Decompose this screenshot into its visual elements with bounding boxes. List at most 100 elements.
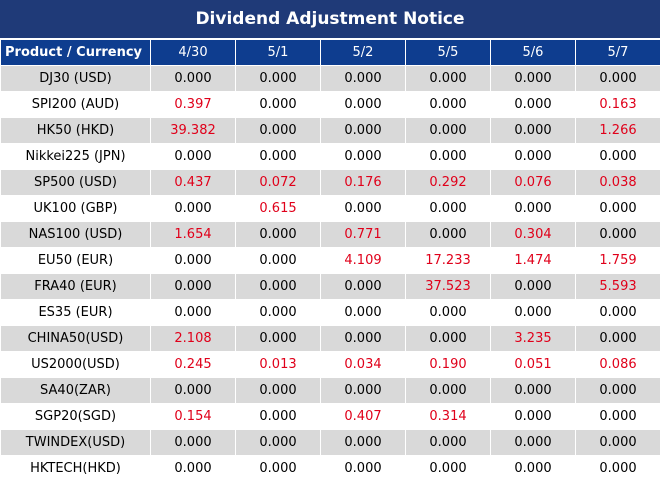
value-cell: 0.000 — [235, 455, 321, 482]
value-cell: 0.000 — [320, 325, 406, 352]
value-cell: 1.654 — [150, 221, 236, 248]
value-cell: 1.266 — [575, 117, 660, 144]
product-cell: SP500 (USD) — [0, 169, 151, 196]
table-row: SGP20(SGD) 0.154 0.000 0.407 0.314 0.000 0.000 — [0, 403, 660, 430]
value-cell: 0.038 — [575, 169, 660, 196]
product-cell: US2000(USD) — [0, 351, 151, 378]
column-header: Product / Currency — [0, 40, 151, 66]
column-header: 5/7 — [575, 40, 660, 66]
value-cell: 0.000 — [575, 429, 660, 456]
product-cell: HK50 (HKD) — [0, 117, 151, 144]
value-cell: 0.000 — [235, 65, 321, 92]
product-cell: ES35 (EUR) — [0, 299, 151, 326]
value-cell: 0.000 — [490, 403, 576, 430]
value-cell: 1.474 — [490, 247, 576, 274]
value-cell: 0.000 — [575, 65, 660, 92]
product-cell: FRA40 (EUR) — [0, 273, 151, 300]
value-cell: 3.235 — [490, 325, 576, 352]
value-cell: 0.000 — [235, 247, 321, 274]
product-cell: Nikkei225 (JPN) — [0, 143, 151, 170]
value-cell: 0.000 — [150, 195, 236, 222]
value-cell: 0.000 — [150, 65, 236, 92]
value-cell: 0.000 — [320, 195, 406, 222]
value-cell: 0.000 — [490, 455, 576, 482]
table-row: SP500 (USD) 0.437 0.072 0.176 0.292 0.076 0.03… — [0, 169, 660, 196]
value-cell: 0.000 — [235, 377, 321, 404]
product-cell: DJ30 (USD) — [0, 65, 151, 92]
value-cell: 0.000 — [575, 195, 660, 222]
table-row: ES35 (EUR) 0.000 0.000 0.000 0.000 0.000 0.000 — [0, 299, 660, 326]
value-cell: 0.034 — [320, 351, 406, 378]
value-cell: 0.000 — [490, 429, 576, 456]
value-cell: 0.000 — [320, 273, 406, 300]
value-cell: 4.109 — [320, 247, 406, 274]
value-cell: 0.000 — [575, 221, 660, 248]
value-cell: 0.437 — [150, 169, 236, 196]
product-cell: SGP20(SGD) — [0, 403, 151, 430]
value-cell: 0.000 — [320, 117, 406, 144]
value-cell: 0.000 — [320, 455, 406, 482]
value-cell: 0.000 — [320, 143, 406, 170]
value-cell: 0.000 — [320, 377, 406, 404]
value-cell: 0.000 — [490, 273, 576, 300]
table-row: DJ30 (USD) 0.000 0.000 0.000 0.000 0.000 0.000 — [0, 65, 660, 92]
value-cell: 0.154 — [150, 403, 236, 430]
value-cell: 0.000 — [490, 143, 576, 170]
value-cell: 0.000 — [235, 143, 321, 170]
value-cell: 0.000 — [235, 91, 321, 118]
value-cell: 0.000 — [490, 117, 576, 144]
value-cell: 0.000 — [235, 429, 321, 456]
value-cell: 0.000 — [405, 195, 491, 222]
table-row: TWINDEX(USD) 0.000 0.000 0.000 0.000 0.000 0.0… — [0, 429, 660, 456]
value-cell: 1.759 — [575, 247, 660, 274]
value-cell: 0.292 — [405, 169, 491, 196]
value-cell: 0.000 — [150, 455, 236, 482]
value-cell: 2.108 — [150, 325, 236, 352]
value-cell: 0.176 — [320, 169, 406, 196]
value-cell: 0.000 — [150, 377, 236, 404]
table-row: FRA40 (EUR) 0.000 0.000 0.000 37.523 0.000 5.5… — [0, 273, 660, 300]
value-cell: 0.013 — [235, 351, 321, 378]
column-header: 5/1 — [235, 40, 321, 66]
value-cell: 0.000 — [405, 117, 491, 144]
value-cell: 0.000 — [575, 299, 660, 326]
value-cell: 0.086 — [575, 351, 660, 378]
value-cell: 0.000 — [405, 65, 491, 92]
value-cell: 5.593 — [575, 273, 660, 300]
column-header: 5/6 — [490, 40, 576, 66]
value-cell: 0.000 — [490, 65, 576, 92]
product-cell: UK100 (GBP) — [0, 195, 151, 222]
value-cell: 0.000 — [490, 377, 576, 404]
value-cell: 0.000 — [235, 403, 321, 430]
value-cell: 0.076 — [490, 169, 576, 196]
value-cell: 0.000 — [405, 143, 491, 170]
column-header: 4/30 — [150, 40, 236, 66]
column-header: 5/5 — [405, 40, 491, 66]
table-row: SPI200 (AUD) 0.397 0.000 0.000 0.000 0.000 0.1… — [0, 91, 660, 118]
value-cell: 0.000 — [490, 299, 576, 326]
value-cell: 0.000 — [150, 299, 236, 326]
value-cell: 0.304 — [490, 221, 576, 248]
value-cell: 0.397 — [150, 91, 236, 118]
table-row: HKTECH(HKD) 0.000 0.000 0.000 0.000 0.000 0.00… — [0, 455, 660, 482]
header-row: Product / Currency 4/30 5/1 5/2 5/5 5/6 5/7 — [0, 40, 660, 66]
value-cell: 0.000 — [575, 377, 660, 404]
value-cell: 0.000 — [490, 195, 576, 222]
product-cell: SPI200 (AUD) — [0, 91, 151, 118]
value-cell: 0.190 — [405, 351, 491, 378]
table-row: UK100 (GBP) 0.000 0.615 0.000 0.000 0.000 0.00… — [0, 195, 660, 222]
table-body: DJ30 (USD) 0.000 0.000 0.000 0.000 0.000 0.000… — [0, 65, 660, 482]
value-cell: 0.314 — [405, 403, 491, 430]
product-cell: EU50 (EUR) — [0, 247, 151, 274]
product-cell: TWINDEX(USD) — [0, 429, 151, 456]
value-cell: 39.382 — [150, 117, 236, 144]
value-cell: 0.000 — [150, 429, 236, 456]
value-cell: 0.000 — [405, 325, 491, 352]
value-cell: 0.000 — [235, 117, 321, 144]
value-cell: 0.245 — [150, 351, 236, 378]
value-cell: 0.072 — [235, 169, 321, 196]
value-cell: 0.051 — [490, 351, 576, 378]
value-cell: 0.000 — [575, 143, 660, 170]
table-row: HK50 (HKD) 39.382 0.000 0.000 0.000 0.000 1.26… — [0, 117, 660, 144]
